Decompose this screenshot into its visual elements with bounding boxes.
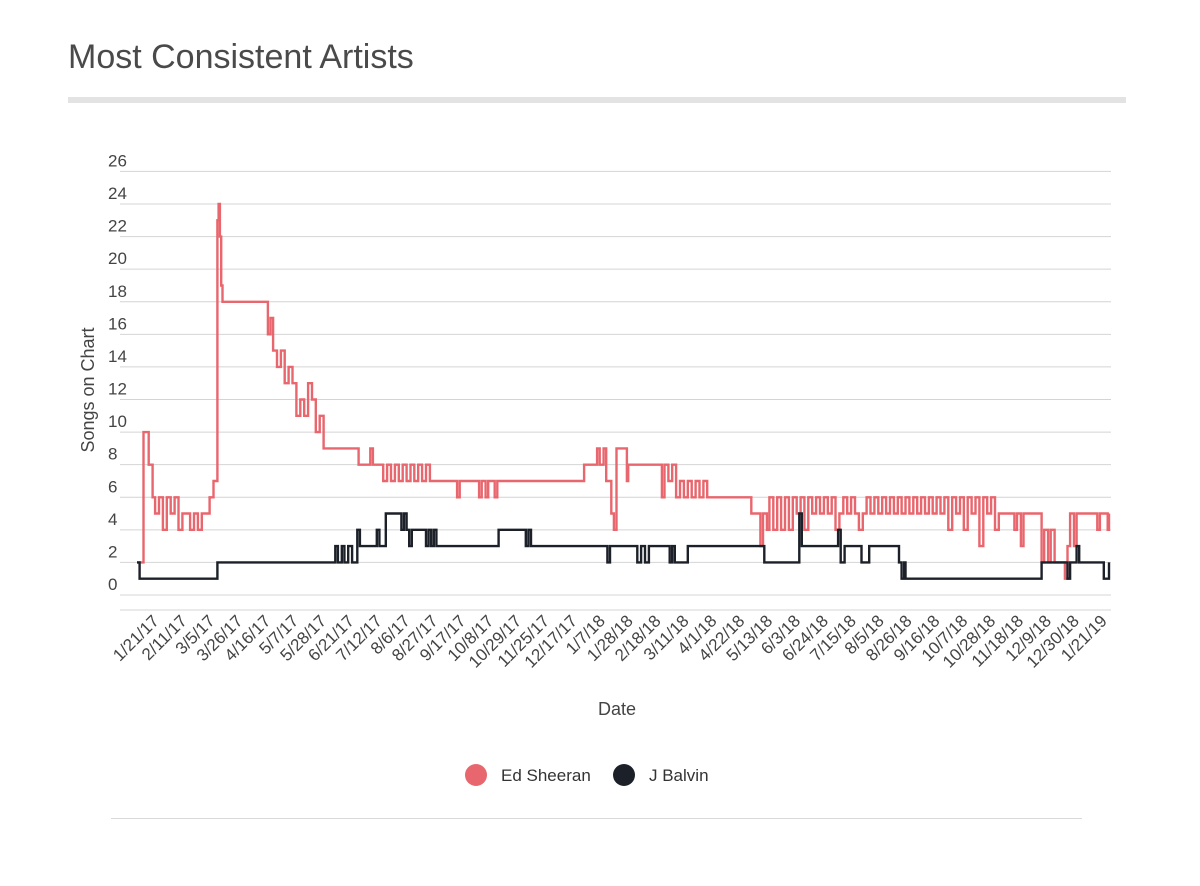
legend-item-ed-sheeran[interactable]: Ed Sheeran — [465, 764, 591, 786]
series-line-j-balvin — [137, 512, 1111, 580]
y-tick-label: 18 — [108, 282, 127, 301]
legend-label: Ed Sheeran — [501, 766, 591, 785]
y-tick-label: 12 — [108, 380, 127, 399]
y-tick-label: 6 — [108, 477, 117, 496]
y-tick-label: 4 — [108, 510, 117, 529]
y-tick-label: 14 — [108, 347, 127, 366]
title-divider — [68, 97, 1126, 103]
gridlines — [120, 170, 1111, 611]
legend-label: J Balvin — [649, 766, 709, 785]
y-tick-label: 10 — [108, 412, 127, 431]
y-tick-label: 16 — [108, 314, 127, 333]
y-tick-label: 26 — [108, 151, 127, 170]
legend-swatch — [465, 764, 487, 786]
legend-item-j-balvin[interactable]: J Balvin — [613, 764, 709, 786]
y-tick-label: 8 — [108, 445, 117, 464]
footer-divider — [111, 818, 1082, 819]
y-tick-label: 0 — [108, 575, 117, 594]
x-axis-label: Date — [598, 699, 636, 719]
chart-title: Most Consistent Artists — [68, 38, 414, 76]
y-tick-label: 2 — [108, 542, 117, 561]
legend: Ed Sheeran J Balvin — [465, 764, 709, 786]
legend-swatch — [613, 764, 635, 786]
x-axis-ticks: 1/21/172/11/173/5/173/26/174/16/175/7/17… — [109, 611, 1111, 671]
y-tick-label: 24 — [108, 184, 127, 203]
series-line-ed-sheeran — [137, 202, 1111, 580]
series-lines — [137, 202, 1111, 580]
y-tick-label: 22 — [108, 217, 127, 236]
y-tick-label: 20 — [108, 249, 127, 268]
y-axis-label: Songs on Chart — [78, 327, 98, 452]
